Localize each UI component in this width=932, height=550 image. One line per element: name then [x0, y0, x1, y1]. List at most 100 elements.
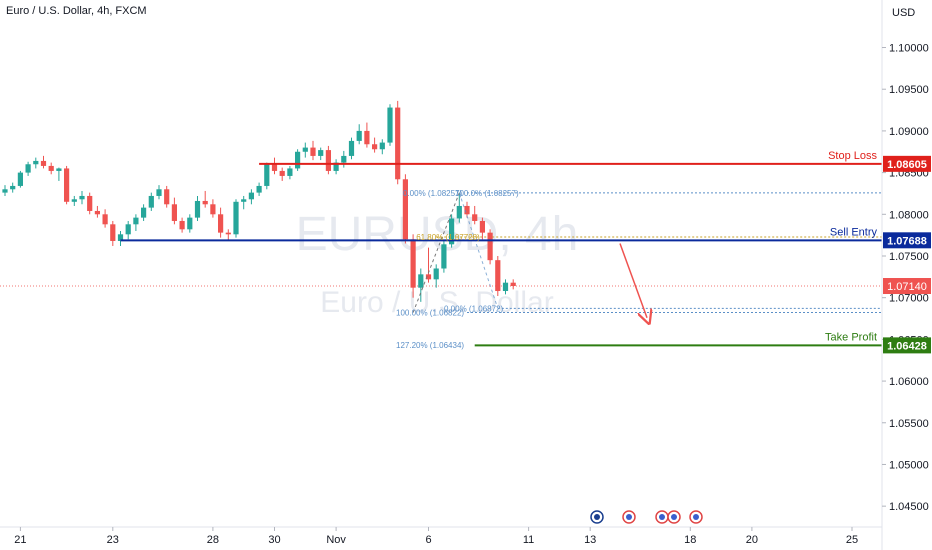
trade-level-label: Sell Entry	[830, 226, 878, 238]
candle-body	[364, 130, 370, 145]
fib-anchor-line	[458, 192, 499, 309]
price-axis-tag-label: 1.06428	[887, 340, 927, 352]
candle-body	[287, 168, 293, 176]
y-tick-label: 1.05500	[889, 418, 929, 430]
candle-body	[256, 185, 262, 193]
candle-body	[395, 107, 401, 180]
candle-body	[48, 165, 54, 171]
y-tick-label: 1.05000	[889, 459, 929, 471]
y-tick-label: 1.10000	[889, 43, 929, 55]
candle-body	[117, 234, 124, 241]
x-tick-label: 11	[523, 534, 534, 546]
candle-body	[10, 185, 16, 190]
candle-body	[25, 164, 31, 173]
candle-body	[410, 239, 416, 288]
price-axis-tag	[883, 337, 931, 354]
economic-event-icon	[671, 514, 677, 520]
candle-body	[210, 204, 216, 215]
candle-body	[425, 274, 432, 280]
candle-body	[279, 170, 285, 176]
candle-body	[464, 205, 470, 215]
candle-body	[379, 142, 385, 150]
candle-body	[248, 192, 254, 200]
economic-event-icon	[659, 514, 665, 520]
fib-label: 0.00% (1.06872)	[444, 304, 503, 313]
x-tick-label: 18	[684, 534, 696, 546]
candle-body	[94, 210, 100, 215]
current-price-tag	[883, 278, 931, 295]
candle-body	[110, 224, 116, 241]
candle-body	[64, 168, 70, 202]
candle-body	[187, 217, 193, 230]
candle-body	[202, 200, 208, 205]
y-tick-label: 1.08000	[889, 209, 929, 221]
price-axis-tag-label: 1.08605	[887, 159, 927, 171]
candle-body	[148, 195, 154, 208]
candle-body	[487, 232, 493, 261]
candle-body	[2, 189, 8, 193]
chart-symbol-title: Euro / U.S. Dollar, 4h, FXCM	[6, 5, 147, 17]
candle-body	[456, 205, 462, 219]
candle-body	[271, 164, 278, 171]
price-axis-tag-label: 1.07688	[887, 235, 927, 247]
candle-body	[33, 160, 39, 165]
fib-label: 100.00% (1.06822)	[396, 309, 464, 318]
candle-body	[433, 268, 439, 280]
candle-body	[264, 164, 270, 186]
watermark-name: Euro / U.S. Dollar	[320, 286, 553, 319]
candle-body	[479, 220, 485, 233]
candle-body	[125, 224, 131, 235]
candle-body	[218, 214, 224, 233]
economic-event-icon	[693, 514, 699, 520]
x-tick-label: 13	[584, 534, 596, 546]
y-tick-label: 1.09000	[889, 126, 929, 138]
x-tick-label: 6	[425, 534, 431, 546]
candle-body	[241, 199, 247, 202]
projection-arrow	[619, 243, 647, 317]
x-tick-label: 30	[268, 534, 280, 546]
fib-label: 100.0% (1.08257)	[455, 189, 519, 198]
fib-label: 127.20% (1.06434)	[396, 341, 464, 350]
candle-body	[495, 260, 501, 292]
candle-body	[341, 155, 347, 163]
candle-body	[472, 214, 478, 221]
candle-body	[348, 140, 355, 156]
x-tick-label: 20	[746, 534, 758, 546]
trade-level-label: Stop Loss	[828, 150, 877, 162]
candle-body	[17, 172, 23, 186]
candle-body	[233, 201, 239, 235]
candle-body	[318, 150, 324, 156]
y-tick-label: 1.06000	[889, 376, 929, 388]
price-axis-tag	[883, 232, 931, 249]
candle-body	[141, 207, 147, 218]
candle-body	[164, 189, 170, 205]
candle-body	[40, 160, 47, 166]
candle-body	[102, 214, 108, 225]
y-tick-label: 1.07500	[889, 251, 929, 263]
candle-body	[156, 189, 162, 196]
candle-body	[502, 282, 509, 292]
price-axis-tag	[883, 155, 931, 172]
candle-body	[356, 130, 362, 141]
candle-body	[225, 232, 231, 235]
candle-body	[179, 220, 185, 230]
x-tick-label: 21	[14, 534, 26, 546]
candle-body	[194, 200, 201, 218]
candle-body	[79, 195, 85, 200]
x-tick-label: 25	[846, 534, 858, 546]
candle-body	[387, 107, 393, 143]
candle-body	[295, 151, 301, 169]
watermark-symbol: EURUSD, 4h	[296, 208, 579, 261]
candle-body	[333, 162, 339, 171]
y-tick-label: 1.07000	[889, 293, 929, 305]
current-price-tag-label: 1.07140	[887, 281, 927, 293]
x-tick-label: 23	[107, 534, 119, 546]
candle-body	[510, 282, 516, 287]
fib-label: 0.00% (1.08257)	[403, 189, 462, 198]
candle-body	[87, 195, 93, 211]
y-tick-label: 1.09500	[889, 84, 929, 96]
axis-currency-label: USD	[892, 7, 915, 19]
candle-body	[402, 179, 408, 240]
candle-body	[372, 144, 378, 150]
